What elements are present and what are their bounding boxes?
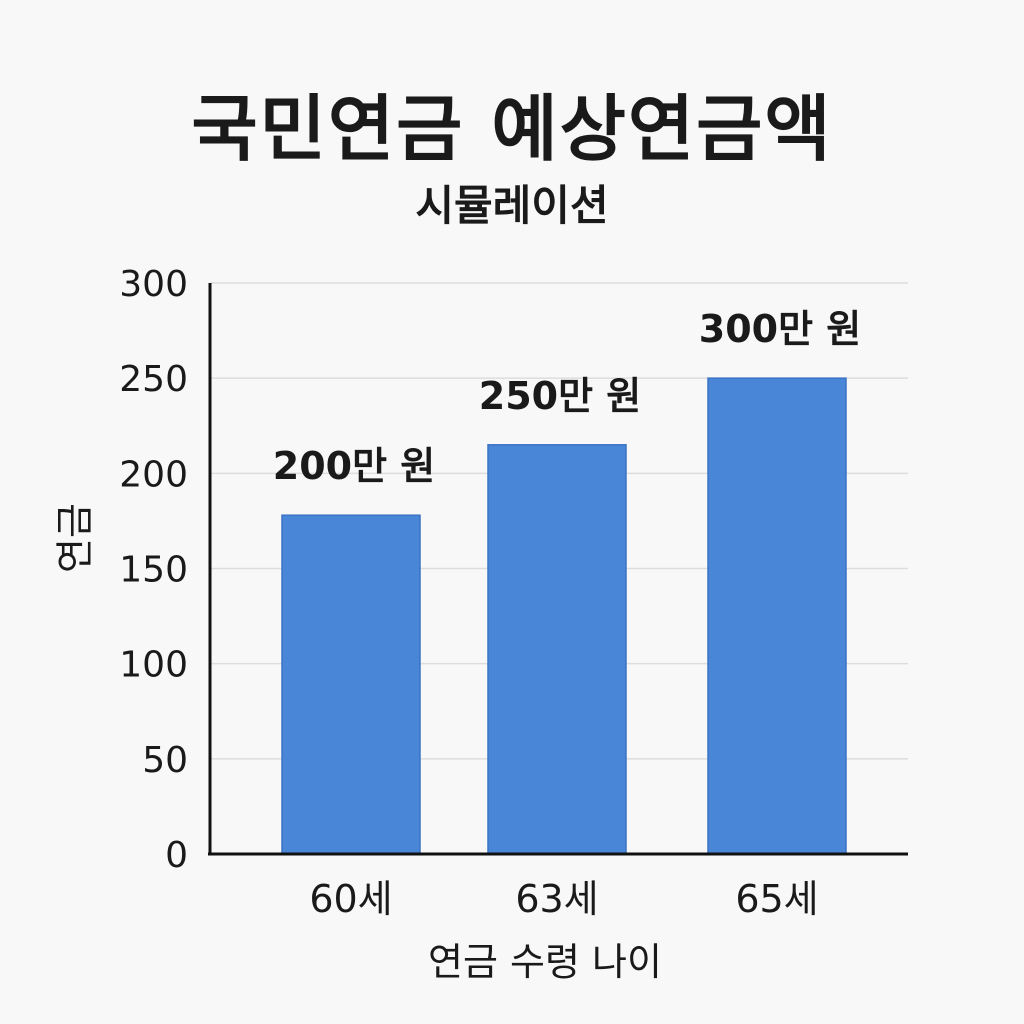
data-label: 300만 원 [699, 307, 861, 351]
data-label: 200만 원 [273, 444, 435, 488]
x-tick-label: 60세 [309, 877, 392, 921]
x-tick-label: 65세 [735, 877, 818, 921]
y-tick-label: 300 [119, 264, 188, 305]
chart-subtitle: 시뮬레이션 [415, 181, 609, 230]
y-tick-label: 100 [119, 645, 188, 686]
x-tick-label: 63세 [515, 877, 598, 921]
y-tick-label: 50 [142, 740, 188, 781]
data-label: 250만 원 [479, 374, 641, 418]
bar [487, 444, 627, 855]
y-tick-label: 0 [165, 835, 188, 876]
chart-title: 국민연금 예상연금액 [191, 87, 833, 171]
y-tick-label: 150 [119, 550, 188, 591]
x-axis-title: 연금 수령 나이 [428, 940, 662, 984]
y-tick-label: 250 [119, 359, 188, 400]
bar [281, 514, 421, 855]
y-axis-title: 연금 [53, 503, 97, 573]
bar [707, 377, 847, 855]
y-tick-label: 200 [119, 454, 188, 495]
